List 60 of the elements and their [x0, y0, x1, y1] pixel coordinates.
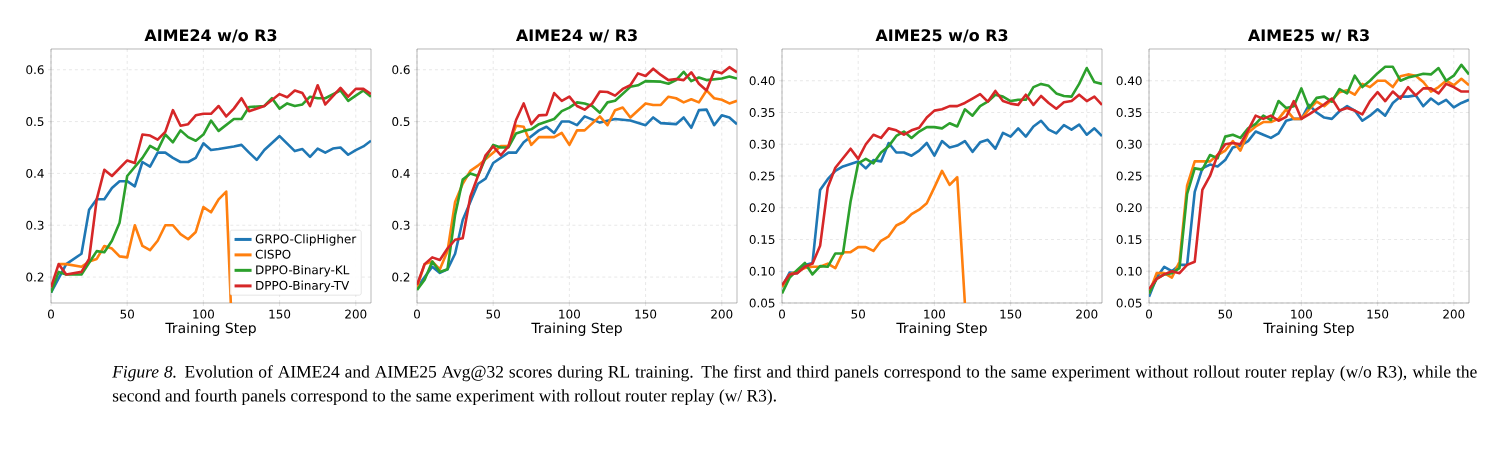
y-tick-label: 0.30 [749, 139, 775, 149]
legend-label: DPPO-Binary-KL [256, 265, 350, 277]
y-tick-label: 0.6 [392, 65, 410, 75]
x-tick-label: 100 [559, 309, 580, 319]
y-tick-label: 0.3 [392, 220, 410, 230]
y-tick-label: 0.35 [1116, 107, 1142, 118]
y-tick-label: 0.40 [749, 76, 775, 86]
x-tick-label: 150 [1000, 309, 1022, 319]
y-tick-label: 0.3 [26, 220, 44, 230]
chart-title: AIME25 w/ R3 [1247, 29, 1369, 43]
chart-title: AIME25 w/o R3 [875, 29, 1008, 43]
x-tick-label: 200 [711, 309, 733, 319]
y-tick-label: 0.2 [392, 272, 410, 282]
y-tick-label: 0.10 [1116, 266, 1142, 276]
x-tick-label: 200 [1076, 309, 1098, 319]
y-tick-label: 0.5 [26, 117, 44, 127]
x-axis-title: Training Step [531, 322, 622, 336]
y-tick-label: 0.05 [749, 298, 775, 308]
x-tick-label: 200 [1443, 309, 1465, 319]
x-tick-label: 0 [778, 309, 786, 319]
chart-title: AIME24 w/ R3 [515, 29, 637, 43]
x-tick-label: 0 [47, 309, 55, 319]
x-tick-label: 50 [120, 309, 134, 319]
x-tick-label: 100 [193, 309, 214, 319]
y-tick-label: 0.35 [749, 107, 775, 118]
x-tick-label: 100 [924, 309, 945, 319]
x-tick-label: 100 [1291, 309, 1313, 319]
y-tick-label: 0.15 [749, 234, 775, 245]
y-tick-label: 0.5 [392, 117, 410, 127]
text: Figure 8. Evolution of AIME24 and AIME25 Avg@32 scores during RL training. The first and third panels correspond to the same experiment without rollout router replay (w/o R3), while the second and fourth panels correspond to the same experiment with rollout router replay (w/ R3). [112, 365, 1477, 406]
y-tick-label: 0.10 [749, 266, 775, 276]
y-tick-label: 0.15 [1116, 234, 1142, 245]
y-tick-label: 0.4 [392, 168, 410, 178]
x-tick-label: 150 [269, 309, 291, 319]
y-tick-label: 0.6 [26, 65, 44, 75]
y-tick-label: 0.20 [749, 203, 775, 213]
y-tick-label: 0.30 [1116, 139, 1142, 149]
legend-label: CISPO [255, 249, 291, 259]
x-tick-label: 0 [1145, 309, 1153, 319]
x-tick-label: 50 [486, 309, 501, 319]
legend-label: GRPO-ClipHigher [255, 234, 357, 246]
x-axis-title: Training Step [896, 322, 987, 336]
legend-label: DPPO-Binary-TV [256, 280, 350, 293]
x-tick-label: 200 [345, 309, 367, 319]
x-tick-label: 50 [1218, 309, 1233, 319]
x-axis-title: Training Step [1263, 322, 1354, 336]
y-tick-label: 0.25 [749, 171, 775, 181]
y-tick-label: 0.40 [1116, 76, 1142, 86]
line-series [51, 134, 371, 294]
chart-title: AIME24 w/o R3 [144, 29, 277, 43]
x-tick-label: 0 [413, 309, 421, 319]
x-axis-title: Training Step [165, 322, 256, 336]
x-tick-label: 150 [635, 309, 657, 319]
y-tick-label: 0.25 [1116, 171, 1142, 181]
y-tick-label: 0.2 [26, 272, 44, 282]
x-tick-label: 50 [851, 309, 866, 319]
x-tick-label: 150 [1367, 309, 1389, 319]
y-tick-label: 0.4 [26, 168, 44, 178]
y-tick-label: 0.05 [1116, 298, 1142, 308]
y-tick-label: 0.20 [1116, 203, 1142, 213]
